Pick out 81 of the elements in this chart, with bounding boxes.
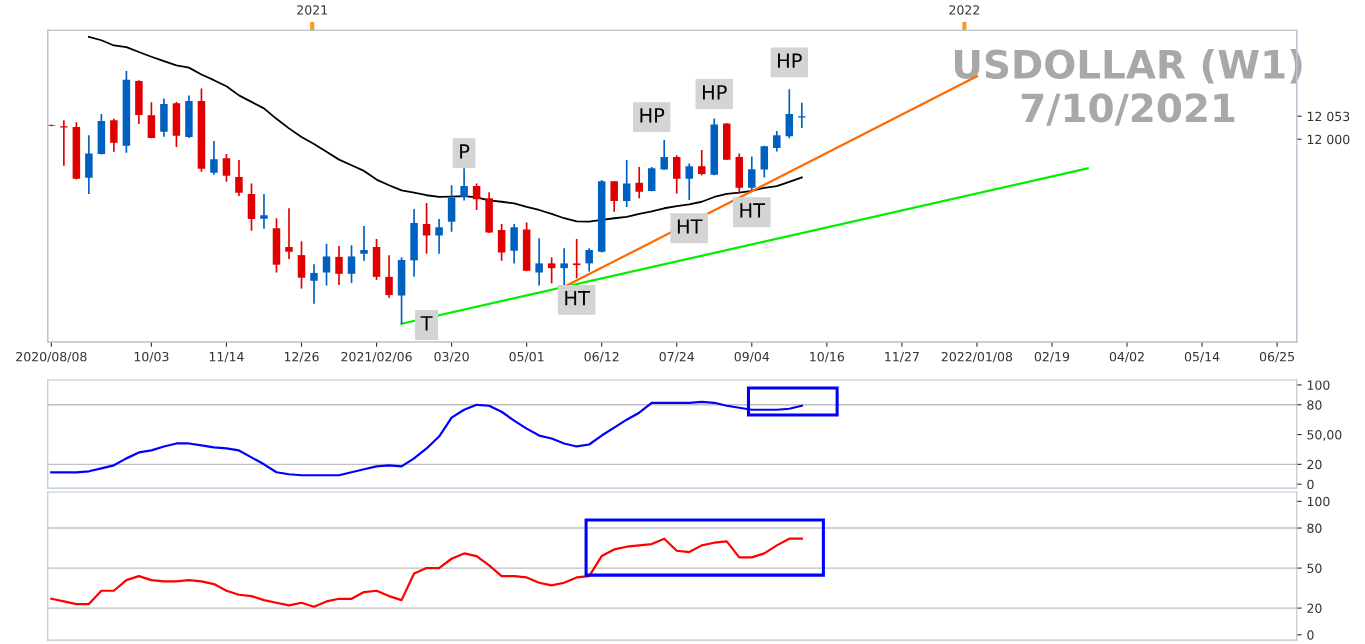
candlestick <box>347 244 356 284</box>
x-tick-label: 04/02 <box>1109 351 1144 363</box>
y-tick-label: 20 <box>1307 603 1322 614</box>
x-tick-label: 07/24 <box>659 351 695 363</box>
candlestick <box>260 193 268 230</box>
y-tick-label: 80 <box>1307 400 1322 410</box>
y-tick-label: 0 <box>1307 630 1314 640</box>
candlestick <box>773 130 781 153</box>
candlestick <box>422 202 431 255</box>
candlestick <box>635 166 643 200</box>
candlestick <box>572 238 581 279</box>
candlestick <box>585 247 593 273</box>
candlestick <box>535 237 543 287</box>
candlestick <box>760 144 769 179</box>
candlestick <box>297 240 306 290</box>
annotation: T <box>420 316 433 331</box>
candlestick <box>210 140 218 176</box>
candlestick <box>447 184 456 233</box>
line-series <box>50 537 803 608</box>
candlestick <box>622 159 631 208</box>
x-tick-label: 06/12 <box>584 351 619 363</box>
candlestick <box>560 247 568 288</box>
x-tick-label: 10/03 <box>134 351 169 363</box>
candlestick <box>285 207 293 260</box>
y-tick-label: 80 <box>1307 523 1322 533</box>
x-tick-label: 2020/08/08 <box>16 351 87 363</box>
candlestick <box>785 88 794 140</box>
x-tick-label: 12/26 <box>284 351 319 363</box>
candlestick <box>435 218 443 255</box>
x-tick-label: 02/19 <box>1034 351 1070 363</box>
y-tick-label: 12 053 <box>1307 111 1350 122</box>
y-tick-label: 20 <box>1307 459 1322 470</box>
candlestick <box>360 225 368 262</box>
candlestick <box>510 223 518 265</box>
annotation: P <box>460 144 470 159</box>
candlestick <box>322 243 331 287</box>
candlestick <box>697 149 706 177</box>
x2-tick-label: 2022 <box>949 5 980 15</box>
candlestick <box>472 182 481 211</box>
x-tick-label: 2022/01/08 <box>941 351 1013 363</box>
candlestick <box>547 256 556 285</box>
y-tick-label: 12 000 <box>1307 134 1350 145</box>
x-tick-label: 2021/02/06 <box>341 351 412 363</box>
candlestick <box>610 180 618 213</box>
candlestick <box>147 101 156 140</box>
annotation: HT <box>740 203 766 218</box>
y-tick-label: 100 <box>1307 496 1330 507</box>
candlestick <box>235 159 243 197</box>
annotation: HP <box>702 85 727 100</box>
candlestick <box>310 263 318 305</box>
text: 7/10/2021 <box>1021 93 1235 126</box>
candlestick <box>497 223 506 262</box>
candlestick <box>672 154 681 195</box>
x-tick-label: 09/04 <box>734 351 770 363</box>
candlestick <box>385 254 393 299</box>
annotation: HP <box>778 53 802 68</box>
candlestick <box>222 153 231 183</box>
candlestick <box>110 117 118 153</box>
y-tick-label: 100 <box>1307 380 1330 390</box>
candlestick <box>335 245 343 286</box>
candlestick <box>685 162 693 201</box>
candlestick <box>748 155 756 191</box>
x-tick-label: 06/25 <box>1259 351 1295 363</box>
annotation: HT <box>565 291 590 306</box>
candlestick <box>660 139 668 171</box>
x-tick-label: 05/01 <box>509 351 544 363</box>
y-tick-label: 0 <box>1307 479 1314 490</box>
x-tick-label: 03/20 <box>434 351 469 363</box>
x-tick-label: 10/16 <box>810 351 845 363</box>
annotation: HT <box>677 219 703 234</box>
y-tick-label: 50 <box>1307 563 1322 573</box>
x2-tick-label: 2021 <box>297 5 327 15</box>
x-tick-label: 05/14 <box>1184 351 1220 363</box>
y-tick-label: 50,00 <box>1307 430 1342 441</box>
candlestick <box>798 101 806 129</box>
annotation: HP <box>640 108 665 123</box>
candlestick <box>647 166 656 193</box>
candlestick <box>60 119 68 167</box>
x-tick-label: 11/14 <box>209 352 244 363</box>
x-tick-label: 11/27 <box>885 351 919 363</box>
candlestick <box>460 167 468 202</box>
